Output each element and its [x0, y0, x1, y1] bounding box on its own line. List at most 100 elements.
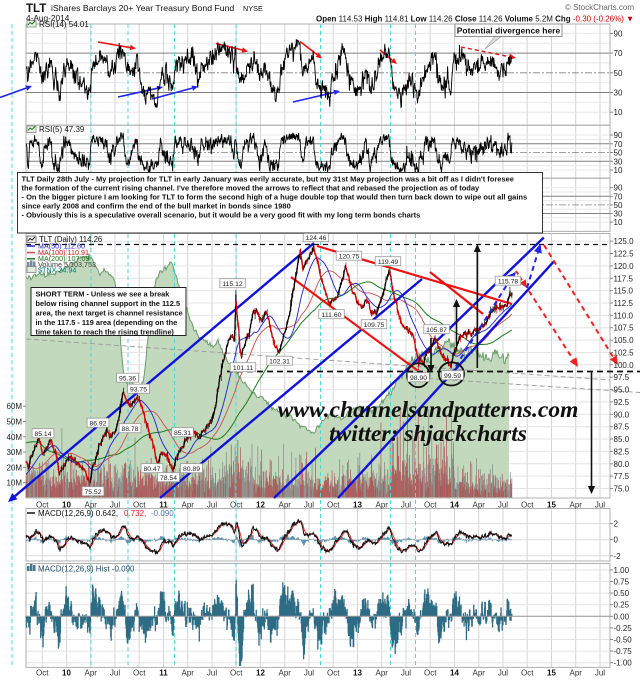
svg-text:Apr: Apr: [570, 669, 583, 678]
svg-text:90: 90: [614, 131, 623, 140]
svg-text:102.31: 102.31: [269, 359, 290, 366]
svg-text:11: 11: [159, 669, 168, 678]
svg-text:107.5: 107.5: [614, 324, 635, 333]
svg-text:12: 12: [256, 669, 265, 678]
svg-text:75.0: 75.0: [614, 485, 630, 494]
svg-text:0: 0: [614, 536, 619, 545]
svg-text:119.49: 119.49: [378, 259, 399, 266]
svg-text:88.78: 88.78: [121, 426, 138, 433]
svg-text:Oct: Oct: [230, 501, 243, 510]
svg-text:0.50: 0.50: [614, 589, 630, 598]
svg-text:Apr: Apr: [473, 501, 486, 510]
svg-text:78.54: 78.54: [160, 475, 177, 482]
svg-text:115.78: 115.78: [498, 279, 519, 286]
svg-text:15: 15: [547, 501, 556, 510]
svg-text:Jul: Jul: [595, 501, 605, 510]
svg-text:98.90: 98.90: [410, 375, 427, 382]
svg-text:14: 14: [450, 669, 459, 678]
svg-text:50: 50: [614, 69, 623, 78]
svg-text:Oct: Oct: [327, 501, 340, 510]
svg-text:© StockCharts.com: © StockCharts.com: [565, 3, 634, 12]
svg-text:111.60: 111.60: [322, 312, 342, 319]
svg-text:124.46: 124.46: [306, 235, 327, 242]
svg-text:in the 117.5 - 119 area (depen: in the 117.5 - 119 area (depending on th…: [36, 318, 178, 327]
svg-text:0.732,: 0.732,: [124, 509, 146, 518]
svg-text:TLT Daily 28th July - My proje: TLT Daily 28th July - My projection for …: [22, 175, 514, 184]
svg-text:70: 70: [614, 140, 623, 149]
svg-text:Jul: Jul: [207, 501, 217, 510]
svg-text:Jul: Jul: [110, 669, 120, 678]
svg-text:30: 30: [614, 89, 623, 98]
svg-text:Apr: Apr: [376, 669, 389, 678]
svg-text:115.0: 115.0: [614, 287, 634, 296]
svg-text:30: 30: [614, 157, 623, 166]
svg-text:Apr: Apr: [182, 501, 195, 510]
svg-text:13: 13: [353, 501, 362, 510]
svg-text:-0.090: -0.090: [151, 509, 174, 518]
svg-text:Oct: Oct: [521, 669, 534, 678]
svg-text:50M: 50M: [6, 418, 22, 427]
svg-text:30: 30: [614, 210, 623, 219]
svg-text:-0.25: -0.25: [614, 624, 633, 633]
svg-text:TLT (Daily) 114.26: TLT (Daily) 114.26: [39, 235, 102, 244]
svg-text:Oct: Oct: [36, 501, 49, 510]
svg-text:Potential divergence here: Potential divergence here: [457, 26, 561, 36]
svg-text:Volume 5,103,753: Volume 5,103,753: [38, 260, 96, 269]
svg-text:102.5: 102.5: [614, 348, 635, 357]
svg-text:122.5: 122.5: [614, 250, 635, 259]
svg-text:30M: 30M: [6, 448, 22, 457]
svg-text:97.5: 97.5: [614, 373, 630, 382]
svg-text:- Obviously this is a speculat: - Obviously this is a speculative overal…: [22, 211, 421, 220]
svg-text:120.0: 120.0: [614, 262, 635, 271]
svg-text:Jul: Jul: [498, 501, 508, 510]
svg-text:Apr: Apr: [85, 669, 98, 678]
svg-text:10: 10: [614, 108, 623, 117]
svg-text:13: 13: [353, 669, 362, 678]
svg-text:Open 114.53 High 114.81 Low 11: Open 114.53 High 114.81 Low 114.26 Close…: [316, 14, 634, 24]
svg-text:MA(200) 107.09: MA(200) 107.09: [38, 254, 90, 263]
svg-text:80.89: 80.89: [183, 466, 200, 473]
svg-text:10: 10: [614, 166, 623, 175]
svg-text:Jul: Jul: [110, 501, 120, 510]
svg-text:4-Aug-2014: 4-Aug-2014: [26, 13, 70, 23]
svg-text:93.75: 93.75: [130, 387, 147, 394]
svg-text:Oct: Oct: [424, 501, 437, 510]
svg-text:101.11: 101.11: [233, 365, 254, 372]
svg-text:90: 90: [614, 184, 623, 193]
svg-text:Jul: Jul: [207, 669, 217, 678]
svg-text:95.36: 95.36: [119, 376, 136, 383]
svg-text:110.0: 110.0: [614, 311, 634, 320]
svg-text:Apr: Apr: [182, 669, 195, 678]
svg-text:Apr: Apr: [376, 501, 389, 510]
svg-text:iShares Barclays 20+ Year Trea: iShares Barclays 20+ Year Treasury Bond …: [51, 3, 234, 13]
svg-text:87.5: 87.5: [614, 423, 630, 432]
svg-text:12: 12: [256, 501, 265, 510]
svg-text:Oct: Oct: [230, 669, 243, 678]
svg-text:$TNX 24.94: $TNX 24.94: [38, 265, 76, 274]
svg-text:Jul: Jul: [498, 669, 508, 678]
svg-text:0.25: 0.25: [614, 601, 630, 610]
svg-text:50: 50: [614, 149, 623, 158]
svg-text:0.75: 0.75: [614, 578, 630, 587]
svg-text:40M: 40M: [6, 433, 22, 442]
svg-text:twitter: shjackcharts: twitter: shjackcharts: [329, 421, 527, 447]
svg-text:Oct: Oct: [424, 669, 437, 678]
svg-text:Oct: Oct: [327, 669, 340, 678]
svg-text:-2: -2: [614, 552, 622, 561]
svg-text:50: 50: [614, 201, 623, 210]
svg-text:11: 11: [159, 501, 168, 510]
svg-text:Apr: Apr: [279, 501, 292, 510]
svg-text:Jul: Jul: [401, 501, 411, 510]
svg-text:Oct: Oct: [521, 501, 534, 510]
svg-text:90: 90: [614, 29, 623, 38]
svg-text:117.5: 117.5: [614, 274, 634, 283]
svg-text:Jul: Jul: [304, 501, 314, 510]
svg-text:112.5: 112.5: [614, 299, 634, 308]
svg-text:109.75: 109.75: [364, 322, 385, 329]
svg-text:10: 10: [62, 669, 71, 678]
svg-text:below rising channel support i: below rising channel support in the 112.…: [36, 299, 181, 308]
svg-text:85.14: 85.14: [34, 431, 51, 438]
svg-text:60M: 60M: [6, 402, 22, 411]
svg-text:Oct: Oct: [133, 501, 146, 510]
svg-text:80.47: 80.47: [143, 466, 160, 473]
